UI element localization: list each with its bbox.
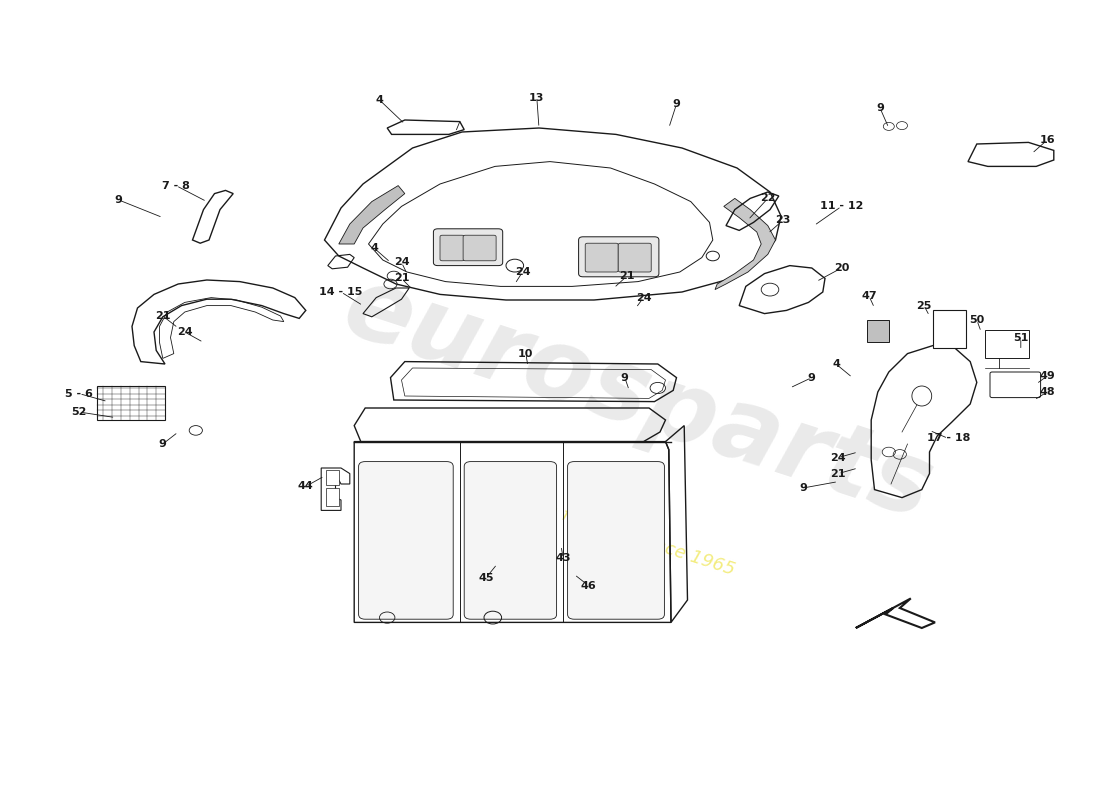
Text: 7 - 8: 7 - 8 (162, 181, 190, 190)
Text: 24: 24 (636, 293, 651, 302)
Text: 46: 46 (581, 581, 596, 590)
Text: 24: 24 (177, 327, 192, 337)
Text: 48: 48 (1040, 387, 1055, 397)
FancyBboxPatch shape (464, 462, 557, 619)
FancyBboxPatch shape (990, 372, 1041, 398)
Polygon shape (339, 186, 405, 244)
Text: 17 - 18: 17 - 18 (926, 434, 970, 443)
Text: 16: 16 (1040, 135, 1055, 145)
Text: 25: 25 (916, 301, 932, 310)
Text: 44: 44 (298, 482, 314, 491)
Text: 20: 20 (834, 263, 849, 273)
FancyBboxPatch shape (585, 243, 618, 272)
Text: a passion for parts since 1965: a passion for parts since 1965 (473, 478, 737, 578)
Bar (326, 488, 339, 506)
Text: 21: 21 (830, 469, 846, 478)
FancyBboxPatch shape (463, 235, 496, 261)
Text: 21: 21 (155, 311, 170, 321)
Polygon shape (715, 198, 775, 290)
Text: 23: 23 (776, 215, 791, 225)
FancyBboxPatch shape (359, 462, 453, 619)
Text: 9: 9 (799, 483, 807, 493)
Bar (984, 330, 1028, 358)
Text: 51: 51 (1013, 333, 1028, 342)
Text: 9: 9 (876, 103, 884, 113)
Bar (867, 320, 889, 342)
Text: 4: 4 (832, 359, 840, 369)
Text: 45: 45 (478, 573, 494, 582)
Ellipse shape (912, 386, 932, 406)
FancyBboxPatch shape (579, 237, 659, 277)
Text: 14 - 15: 14 - 15 (319, 287, 363, 297)
Text: 13: 13 (529, 93, 544, 102)
Text: 50: 50 (969, 315, 984, 325)
Bar (97, 386, 165, 420)
Text: eurosparts: eurosparts (332, 259, 944, 541)
Text: 9: 9 (620, 373, 629, 382)
Text: 43: 43 (556, 554, 571, 563)
FancyBboxPatch shape (568, 462, 664, 619)
Text: 11 - 12: 11 - 12 (820, 202, 864, 211)
Text: 10: 10 (518, 349, 534, 358)
Text: 52: 52 (72, 407, 87, 417)
Text: 47: 47 (861, 291, 877, 301)
Text: 9: 9 (114, 195, 123, 205)
FancyBboxPatch shape (618, 243, 651, 272)
Text: 4: 4 (370, 243, 378, 253)
Text: 5 - 6: 5 - 6 (65, 389, 94, 398)
Text: 9: 9 (158, 439, 167, 449)
Text: 4: 4 (375, 95, 384, 105)
FancyBboxPatch shape (440, 235, 464, 261)
Text: 9: 9 (672, 99, 681, 109)
Text: 24: 24 (394, 258, 409, 267)
Text: 21: 21 (394, 274, 409, 283)
Bar (326, 470, 339, 485)
Text: 21: 21 (619, 271, 635, 281)
FancyBboxPatch shape (433, 229, 503, 266)
Text: 24: 24 (515, 267, 530, 277)
Text: 24: 24 (830, 453, 846, 462)
Bar (933, 310, 966, 348)
Text: 9: 9 (807, 373, 816, 382)
Text: 22: 22 (760, 194, 775, 203)
Text: 49: 49 (1040, 371, 1055, 381)
